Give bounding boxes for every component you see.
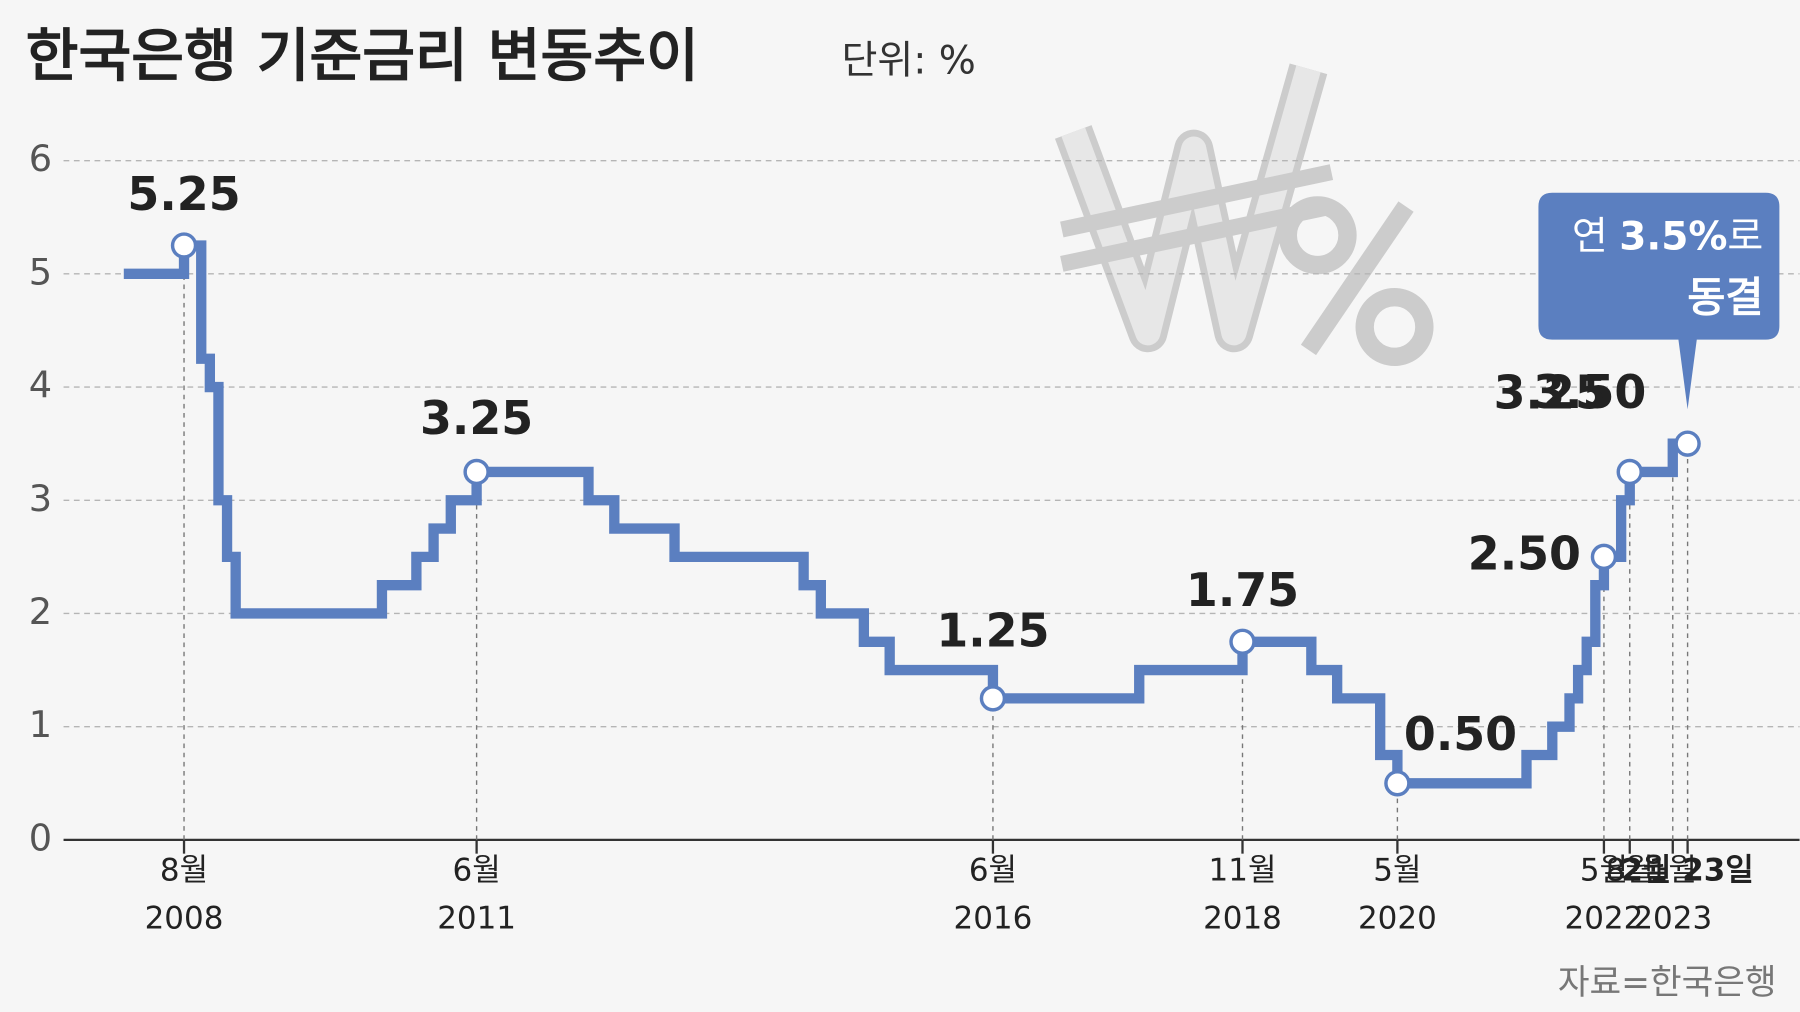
x-tick-label: 2월 23일 <box>1621 853 1753 889</box>
x-tick-label: 2008 <box>145 901 224 937</box>
value-label: 3.25 <box>1494 366 1607 420</box>
value-label: 5.25 <box>127 167 240 221</box>
source: 자료=한국은행 <box>1558 963 1777 1003</box>
marker <box>1229 628 1256 655</box>
x-tick-label: 2018 <box>1203 901 1282 937</box>
y-tick-label: 0 <box>29 816 52 859</box>
y-tick-label: 4 <box>29 364 52 407</box>
icon <box>1054 63 1434 367</box>
y-tick-label: 6 <box>29 137 52 180</box>
x-tick-label: 8월 <box>160 853 208 889</box>
value-label: 0.50 <box>1404 707 1517 761</box>
x-tick-label: 1월 <box>1649 853 1697 889</box>
unit-label: 단위: % <box>841 39 975 84</box>
x-tick-label: 8월 <box>1606 853 1654 889</box>
x-tick-label: 2020 <box>1358 901 1437 937</box>
value-label: 3.25 <box>420 391 533 445</box>
marker <box>1616 458 1643 486</box>
rate-line <box>123 240 1688 789</box>
x-tick-label: 6월 <box>453 853 501 889</box>
callout-text: 동결 <box>1687 274 1763 322</box>
marker <box>1590 543 1618 571</box>
y-tick-label: 2 <box>29 590 52 633</box>
callout-box <box>1538 192 1780 410</box>
x-tick-label: 2022 <box>1565 901 1644 937</box>
marker <box>463 458 490 486</box>
x-tick-label: 2023 <box>1633 901 1712 937</box>
x-tick-label: 6월 <box>969 853 1017 889</box>
x-tick-label: 11월 <box>1209 853 1277 889</box>
x-tick-label: 2016 <box>954 901 1033 937</box>
callout-text: 연 3.5%로 <box>1572 214 1763 259</box>
x-tick-label: 2011 <box>437 901 516 937</box>
callout-part: 연 <box>1572 214 1608 259</box>
marker <box>979 685 1007 712</box>
value-label: 2.50 <box>1468 526 1581 580</box>
marker <box>1674 430 1701 457</box>
value-label: 3.50 <box>1533 365 1646 419</box>
y-tick-label: 5 <box>29 250 52 293</box>
callout-part: 로 <box>1727 214 1763 259</box>
value-label: 1.25 <box>936 604 1049 658</box>
y-tick-label: 1 <box>29 703 52 746</box>
marker <box>1384 770 1411 797</box>
y-tick-label: 3 <box>29 477 52 520</box>
x-tick-label: 5월 <box>1580 853 1628 889</box>
value-label: 1.75 <box>1186 563 1299 617</box>
x-tick-label: 5월 <box>1373 853 1421 889</box>
callout-part: 3.5% <box>1619 214 1727 259</box>
marker <box>170 232 198 259</box>
chart-title: 한국은행 기준금리 변동추이 <box>26 22 699 89</box>
